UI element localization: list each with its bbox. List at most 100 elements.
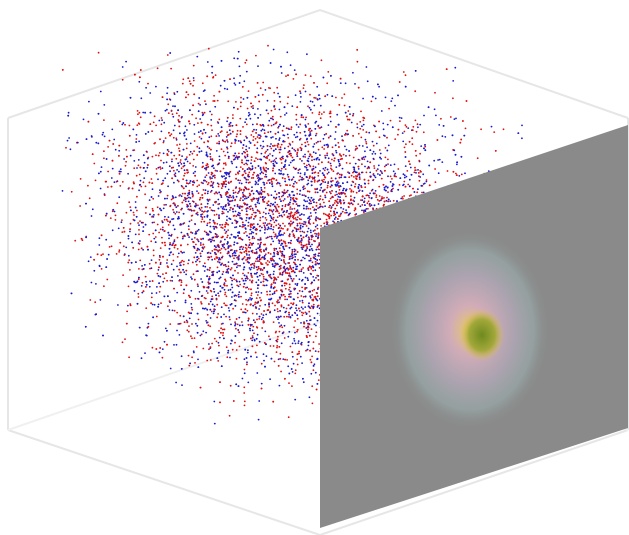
point xyxy=(161,123,163,125)
point xyxy=(141,292,143,294)
point xyxy=(244,198,246,200)
point xyxy=(305,223,307,225)
point xyxy=(288,289,290,291)
point xyxy=(298,351,300,353)
point xyxy=(303,84,305,86)
point xyxy=(233,57,235,59)
point xyxy=(139,260,141,262)
point xyxy=(210,290,212,292)
point xyxy=(345,82,347,84)
point xyxy=(269,338,271,340)
point xyxy=(334,200,336,202)
point xyxy=(290,199,292,201)
point xyxy=(367,202,369,204)
point xyxy=(195,261,197,263)
point xyxy=(88,260,90,262)
point xyxy=(267,45,269,47)
point xyxy=(142,249,144,251)
point xyxy=(292,267,294,269)
point xyxy=(318,379,320,381)
point xyxy=(297,297,299,299)
point xyxy=(188,225,190,227)
point xyxy=(265,151,267,153)
point xyxy=(263,360,265,362)
point xyxy=(103,104,105,106)
point xyxy=(245,220,247,222)
point xyxy=(252,252,254,254)
point xyxy=(268,87,270,89)
point xyxy=(247,352,249,354)
point xyxy=(364,198,366,200)
point xyxy=(194,133,196,135)
point xyxy=(326,82,328,84)
point xyxy=(243,392,245,394)
point xyxy=(294,212,296,214)
point xyxy=(235,101,237,103)
point xyxy=(190,290,192,292)
point xyxy=(199,104,201,106)
point xyxy=(232,255,234,257)
point xyxy=(261,273,263,275)
point xyxy=(218,345,220,347)
point xyxy=(201,334,203,336)
point xyxy=(404,131,406,133)
point xyxy=(183,292,185,294)
point xyxy=(161,131,163,133)
point xyxy=(238,140,240,142)
point xyxy=(181,185,183,187)
point xyxy=(248,147,250,149)
point xyxy=(178,171,180,173)
point xyxy=(225,292,227,294)
point xyxy=(192,153,194,155)
point xyxy=(312,178,314,180)
point xyxy=(100,91,102,93)
point xyxy=(260,187,262,189)
point xyxy=(227,199,229,201)
point xyxy=(306,313,308,315)
point xyxy=(307,329,309,331)
point xyxy=(214,305,216,307)
point xyxy=(313,159,315,161)
point xyxy=(354,197,356,199)
point xyxy=(435,115,437,117)
point xyxy=(243,246,245,248)
point xyxy=(250,134,252,136)
point xyxy=(206,290,208,292)
point xyxy=(137,222,139,224)
point xyxy=(390,181,392,183)
point xyxy=(245,299,247,301)
point xyxy=(321,59,323,61)
point xyxy=(340,186,342,188)
point xyxy=(234,321,236,323)
point xyxy=(257,334,259,336)
point xyxy=(417,188,419,190)
point xyxy=(319,141,321,143)
point xyxy=(300,149,302,151)
point xyxy=(230,181,232,183)
point xyxy=(292,141,294,143)
point xyxy=(318,232,320,234)
point xyxy=(62,190,64,192)
point xyxy=(330,215,332,217)
point xyxy=(267,145,269,147)
point xyxy=(239,180,241,182)
point xyxy=(306,53,308,55)
point xyxy=(280,324,282,326)
point xyxy=(121,231,123,233)
point xyxy=(158,120,160,122)
point xyxy=(269,290,271,292)
point xyxy=(254,339,256,341)
point xyxy=(310,258,312,260)
point xyxy=(318,149,320,151)
point xyxy=(255,307,257,309)
point xyxy=(323,174,325,176)
point xyxy=(217,360,219,362)
point xyxy=(199,291,201,293)
point xyxy=(221,248,223,250)
point xyxy=(189,318,191,320)
point xyxy=(249,233,251,235)
point xyxy=(285,288,287,290)
point xyxy=(179,315,181,317)
point xyxy=(266,219,268,221)
point xyxy=(239,189,241,191)
